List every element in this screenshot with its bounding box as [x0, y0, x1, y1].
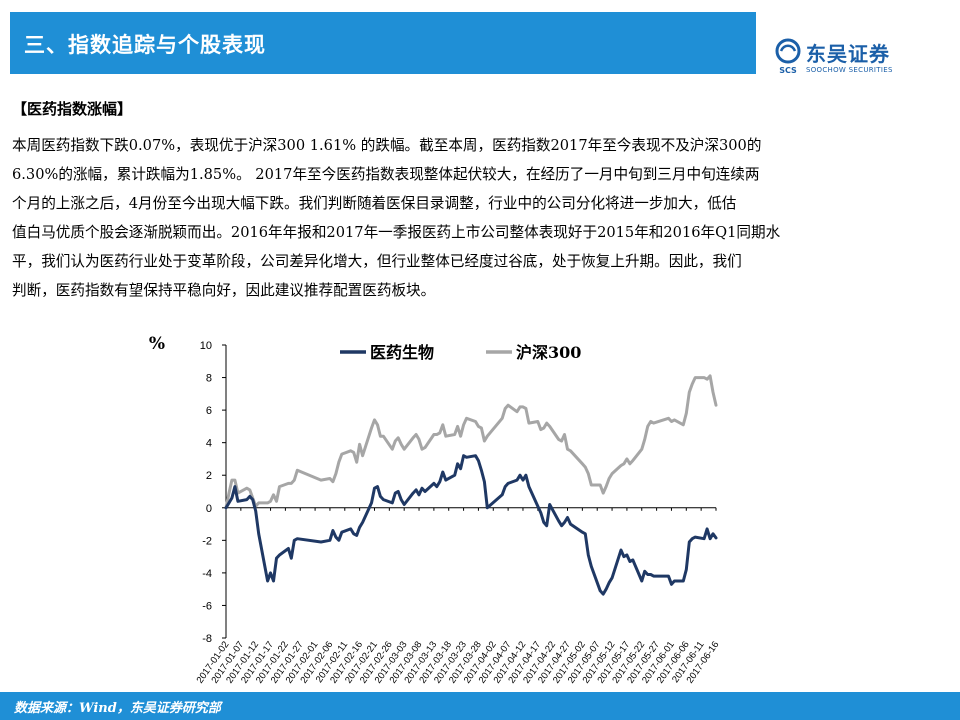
- title-bar: 三、指数追踪与个股表现: [10, 12, 756, 74]
- body-line: 值白马优质个股会逐渐脱颖而出。2016年年报和2017年一季报医药上市公司整体表…: [12, 224, 781, 241]
- index-performance-chart: % -8-6-4-202468102017-01-022017-01-07201…: [149, 334, 722, 686]
- series-line-1: [224, 374, 718, 510]
- y-tick-label: -8: [202, 633, 212, 645]
- logo-glyph: SCS: [779, 66, 797, 75]
- y-tick-label: 4: [206, 438, 212, 450]
- source-note: 数据来源：Wind，东吴证券研究部: [14, 701, 221, 716]
- chart-axes: -8-6-4-202468102017-01-022017-01-072017-…: [195, 340, 722, 686]
- y-tick-label: 2: [206, 470, 212, 482]
- y-tick-label: -4: [202, 568, 212, 580]
- body-line: 本周医药指数下跌0.07%，表现优于沪深300 1.61% 的跌幅。截至本周，医…: [12, 137, 762, 154]
- source-bar: 数据来源：Wind，东吴证券研究部: [0, 692, 960, 720]
- soochow-logo-icon: SCS: [775, 38, 801, 75]
- company-logo: SCS 东吴证券 SOOCHOW SECURITIES: [774, 38, 924, 78]
- logo-subtitle: SOOCHOW SECURITIES: [806, 66, 893, 74]
- y-tick-label: 10: [200, 340, 212, 352]
- legend-label: 医药生物: [370, 343, 434, 362]
- body-line: 判断，医药指数有望保持平稳向好，因此建议推荐配置医药板块。: [12, 282, 436, 299]
- y-tick-label: -2: [202, 535, 212, 547]
- legend-label: 沪深300: [516, 343, 581, 362]
- y-tick-label: 8: [206, 373, 212, 385]
- chart-legend: 医药生物 沪深300: [340, 343, 581, 362]
- logo-name: 东吴证券: [806, 42, 890, 66]
- body-line: 6.30%的涨幅，累计跌幅为1.85%。 2017年至今医药指数表现整体起伏较大…: [12, 166, 760, 183]
- y-tick-label: 6: [206, 405, 212, 417]
- body-paragraph: 本周医药指数下跌0.07%，表现优于沪深300 1.61% 的跌幅。截至本周，医…: [12, 131, 948, 305]
- chart-series: [224, 374, 718, 596]
- body-line: 个月的上涨之后，4月份至今出现大幅下跌。我们判断随着医保目录调整，行业中的公司分…: [12, 195, 737, 212]
- body-line: 平，我们认为医药行业处于变革阶段，公司差异化增大，但行业整体已经度过谷底，处于恢…: [12, 253, 742, 270]
- section-heading: 【医药指数涨幅】: [12, 100, 133, 118]
- y-axis-unit: %: [149, 334, 165, 354]
- y-tick-label: -6: [202, 600, 212, 612]
- page-title: 三、指数追踪与个股表现: [24, 33, 266, 57]
- y-tick-label: 0: [206, 503, 212, 515]
- series-line-0: [224, 454, 718, 596]
